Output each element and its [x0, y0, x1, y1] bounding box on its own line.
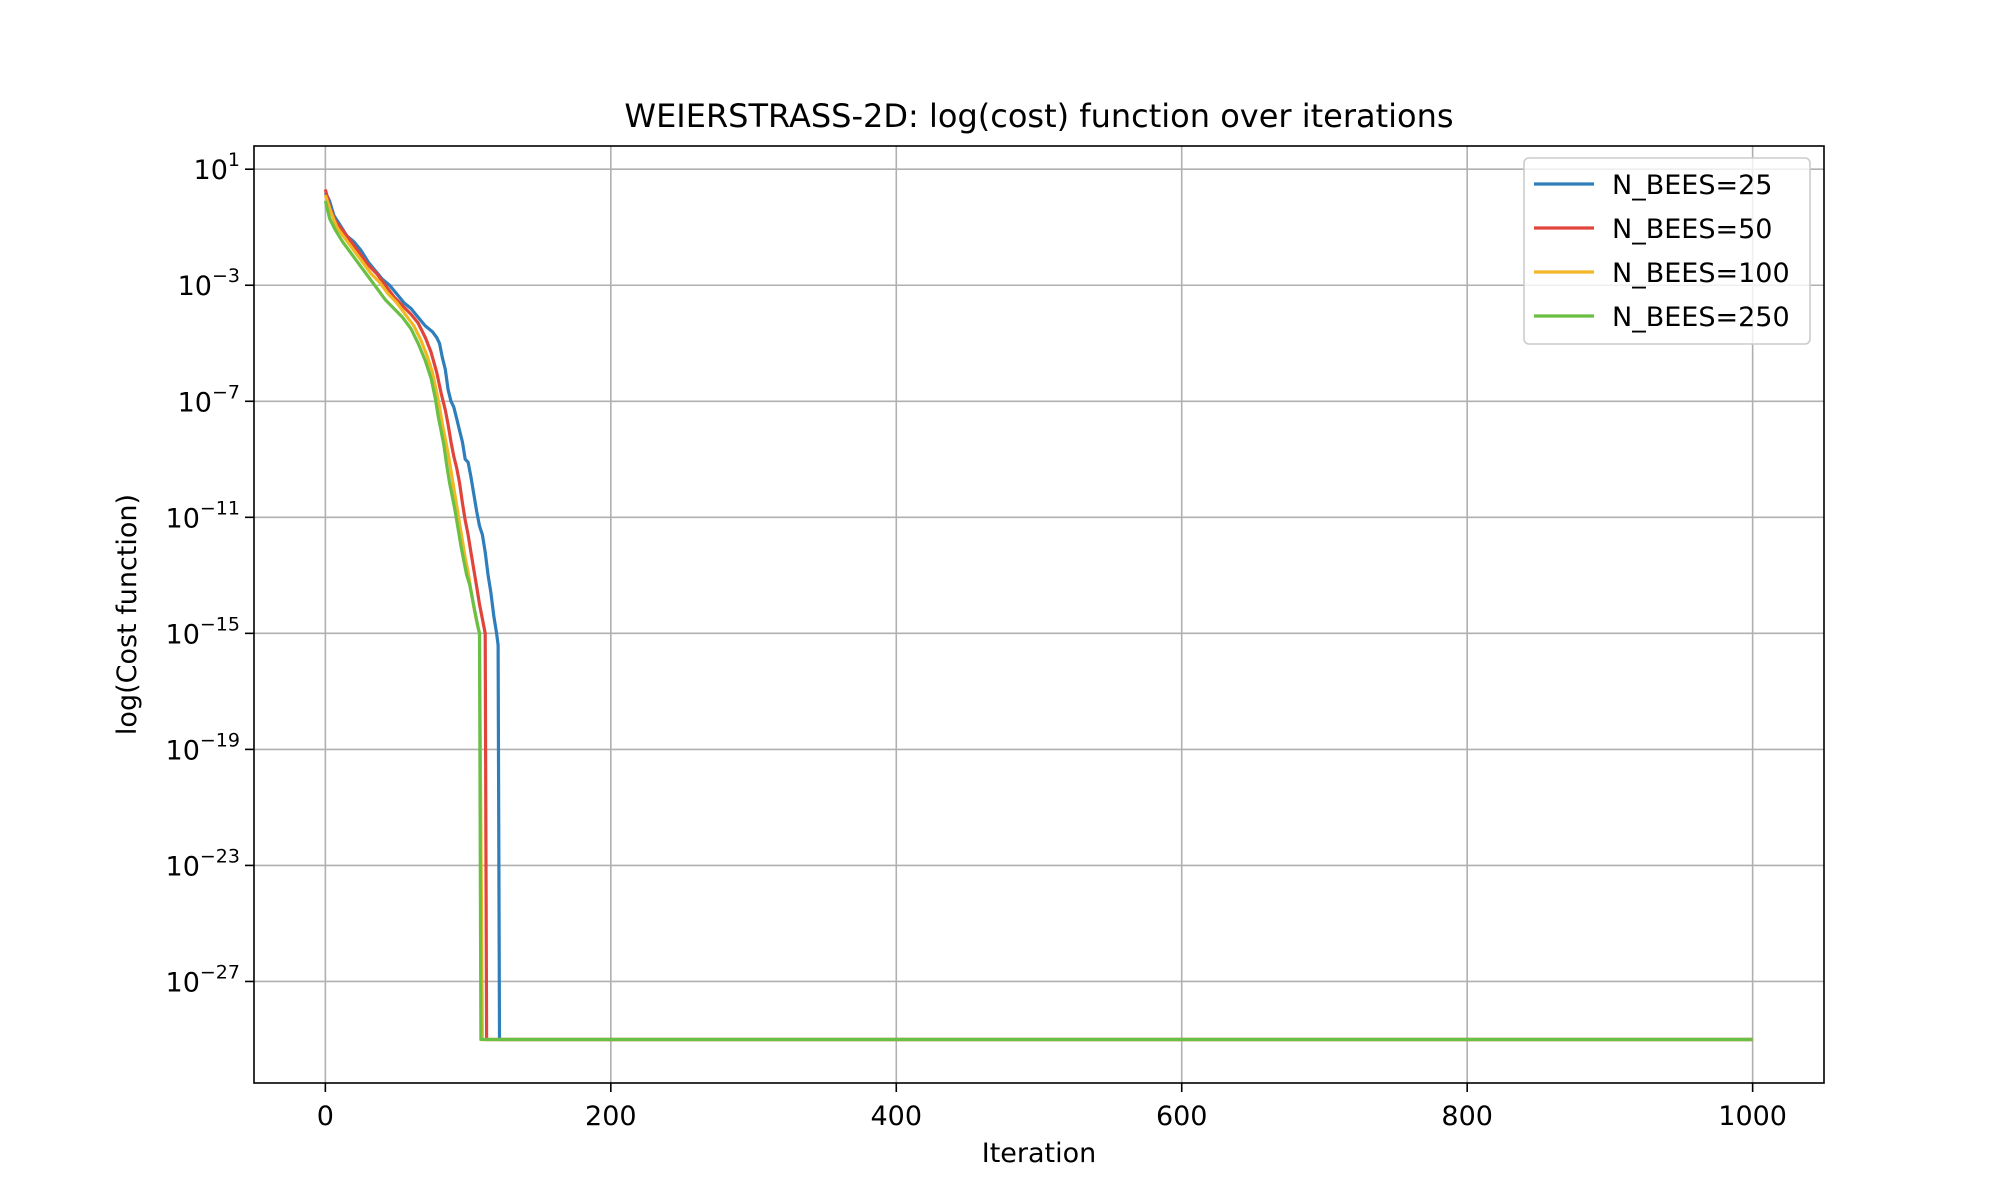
- series-line-2: [323, 189, 1753, 1042]
- y-tick-label: 10−7: [178, 381, 240, 418]
- y-axis-label: log(Cost function): [112, 494, 143, 735]
- y-tick-label: 101: [194, 149, 240, 186]
- y-tick-label: 10−23: [166, 845, 240, 882]
- legend-label: N_BEES=100: [1612, 258, 1790, 289]
- x-tick-label: 600: [1156, 1101, 1208, 1132]
- y-tick-label: 10−27: [166, 961, 240, 998]
- axis-ticks: 0 200 400 600 800 1000 101 10−3 10−7 10−11 10−15 10…: [166, 149, 1787, 1132]
- chart-title: WEIERSTRASS-2D: log(cost) function over …: [624, 97, 1453, 135]
- x-tick-label: 400: [870, 1101, 922, 1132]
- y-tick-label: 10−3: [178, 265, 240, 302]
- y-tick-label: 10−11: [166, 497, 240, 534]
- plot-frame: [253, 145, 1825, 1084]
- legend: N_BEES=25 N_BEES=50 N_BEES=100 N_BEES=250: [1523, 157, 1811, 345]
- legend-label: N_BEES=25: [1612, 170, 1772, 201]
- x-tick-label: 0: [317, 1101, 334, 1132]
- y-tick-label: 10−15: [166, 613, 240, 650]
- x-tick-label: 200: [585, 1101, 637, 1132]
- legend-box: [1523, 157, 1811, 345]
- legend-label: N_BEES=50: [1612, 214, 1772, 245]
- x-tick-label: 1000: [1718, 1101, 1787, 1132]
- series-lines: [323, 189, 1753, 1042]
- y-tick-label: 10−19: [166, 729, 240, 766]
- grid-lines: [254, 146, 1824, 1083]
- x-tick-label: 800: [1441, 1101, 1493, 1132]
- series-line-4: [323, 200, 1753, 1042]
- series-line-1: [323, 191, 1753, 1042]
- x-axis-label: Iteration: [982, 1138, 1097, 1169]
- legend-label: N_BEES=250: [1612, 302, 1790, 333]
